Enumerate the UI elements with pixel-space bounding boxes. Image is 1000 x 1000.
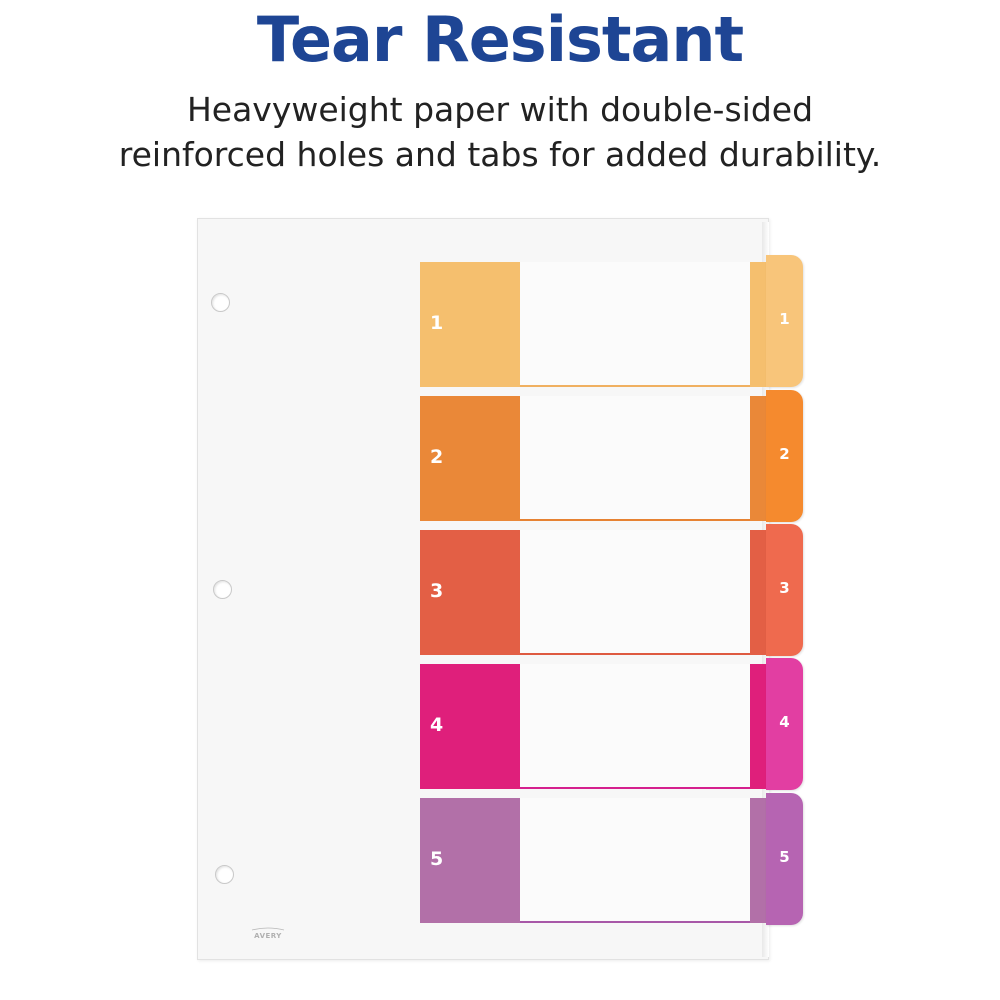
side-tab-5: 5: [766, 793, 803, 925]
side-tab-2: 2: [766, 390, 803, 522]
write-on-area: [520, 530, 750, 655]
edge-strip: [750, 664, 766, 789]
edge-strip: [750, 798, 766, 923]
tab-row-3: 3: [420, 530, 766, 655]
subtitle-line-2: reinforced holes and tabs for added dura…: [118, 135, 882, 174]
color-block: 2: [420, 396, 520, 521]
color-block: 5: [420, 798, 520, 923]
side-tab-1: 1: [766, 255, 803, 387]
write-on-area: [520, 396, 750, 521]
side-tab-number: 2: [779, 445, 790, 463]
side-tab-3: 3: [766, 524, 803, 656]
avery-logo: AVERY: [251, 927, 285, 940]
tab-number: 3: [430, 580, 444, 602]
tab-number: 2: [430, 446, 444, 468]
color-block: 3: [420, 530, 520, 655]
tab-number: 5: [430, 848, 444, 870]
side-tab-number: 4: [779, 713, 790, 731]
tab-row-2: 2: [420, 396, 766, 521]
subtitle: Heavyweight paper with double-sided rein…: [0, 87, 1000, 177]
side-tab-number: 3: [779, 579, 790, 597]
page-title: Tear Resistant: [256, 3, 744, 76]
tab-row-4: 4: [420, 664, 766, 789]
edge-strip: [750, 396, 766, 521]
color-block: 4: [420, 664, 520, 789]
side-tab-number: 5: [779, 848, 790, 866]
punch-hole-middle: [213, 580, 232, 599]
color-block: 1: [420, 262, 520, 387]
svg-text:AVERY: AVERY: [254, 932, 282, 940]
tab-number: 4: [430, 714, 444, 736]
tab-row-1: 1: [420, 262, 766, 387]
side-tab-number: 1: [779, 310, 790, 328]
edge-strip: [750, 262, 766, 387]
tab-row-5: 5: [420, 798, 766, 923]
edge-strip: [750, 530, 766, 655]
punch-hole-top: [211, 293, 230, 312]
subtitle-line-1: Heavyweight paper with double-sided: [186, 90, 814, 129]
write-on-area: [520, 262, 750, 387]
write-on-area: [520, 664, 750, 789]
tab-number: 1: [430, 312, 444, 334]
write-on-area: [520, 798, 750, 923]
side-tab-4: 4: [766, 658, 803, 790]
punch-hole-bottom: [215, 865, 234, 884]
